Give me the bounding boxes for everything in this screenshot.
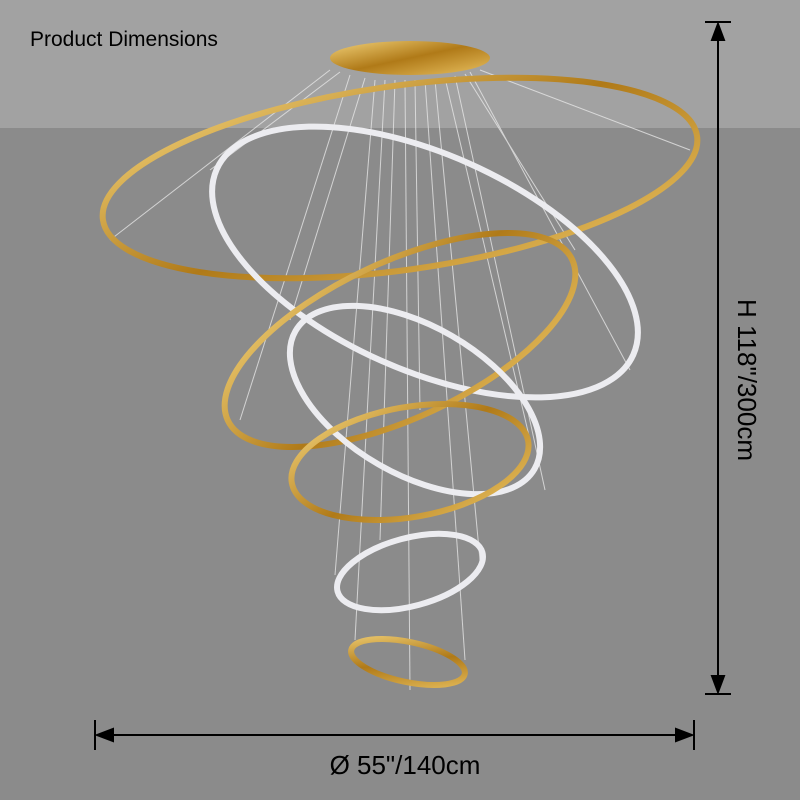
diameter-arrow bbox=[94, 720, 695, 750]
title: Product Dimensions bbox=[30, 28, 218, 51]
height-label: H 118"/300cm bbox=[732, 299, 762, 461]
diameter-label: Ø 55"/140cm bbox=[330, 750, 481, 780]
height-arrow bbox=[705, 21, 731, 695]
wall bbox=[0, 128, 800, 800]
rings bbox=[99, 74, 701, 688]
suspension-wires bbox=[109, 69, 691, 691]
canopy bbox=[330, 41, 490, 75]
